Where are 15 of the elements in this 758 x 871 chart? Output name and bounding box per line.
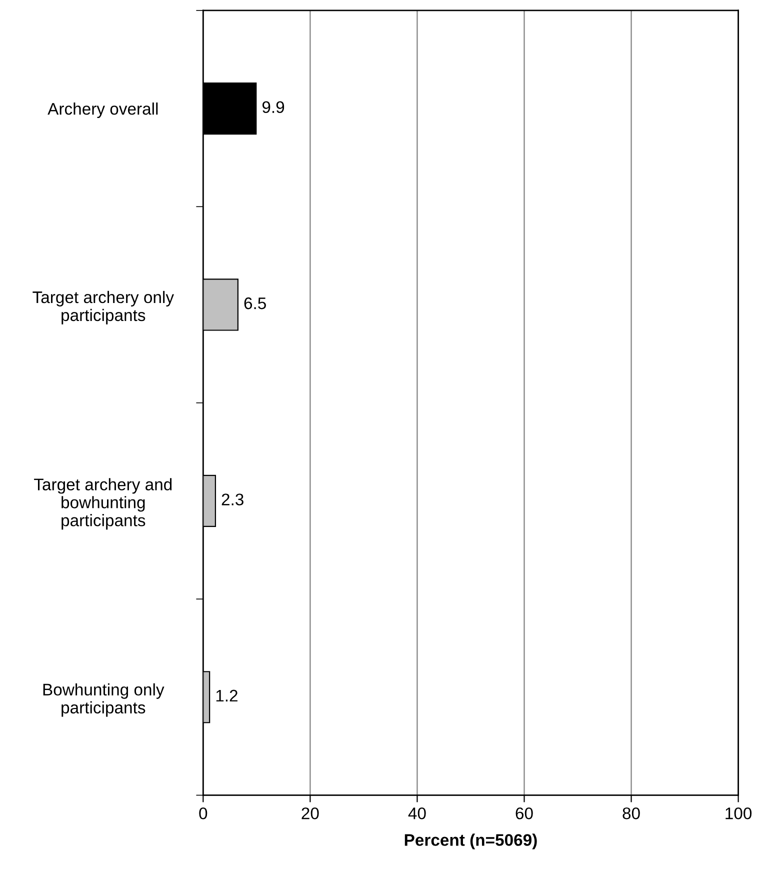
x-tick-label: 40 <box>408 807 426 820</box>
x-tick-label: 80 <box>622 807 640 820</box>
data-label: 6.5 <box>244 297 266 310</box>
y-tick-label: Archery overall <box>48 102 158 118</box>
y-tick-label: Bowhunting only participants <box>43 683 164 717</box>
x-tick-label: 100 <box>726 807 752 820</box>
y-tick-label: Target archery only participants <box>32 290 174 324</box>
x-tick-label: 60 <box>516 807 533 820</box>
x-tick-label: 0 <box>199 807 208 820</box>
x-axis-title: Percent (n=5069) <box>404 834 537 850</box>
data-label: 2.3 <box>222 494 244 506</box>
data-label: 1.2 <box>216 690 238 702</box>
x-tick-label: 20 <box>302 807 319 820</box>
y-tick-label: Target archery and bowhunting participants <box>34 478 172 530</box>
data-label: 9.9 <box>262 101 284 114</box>
